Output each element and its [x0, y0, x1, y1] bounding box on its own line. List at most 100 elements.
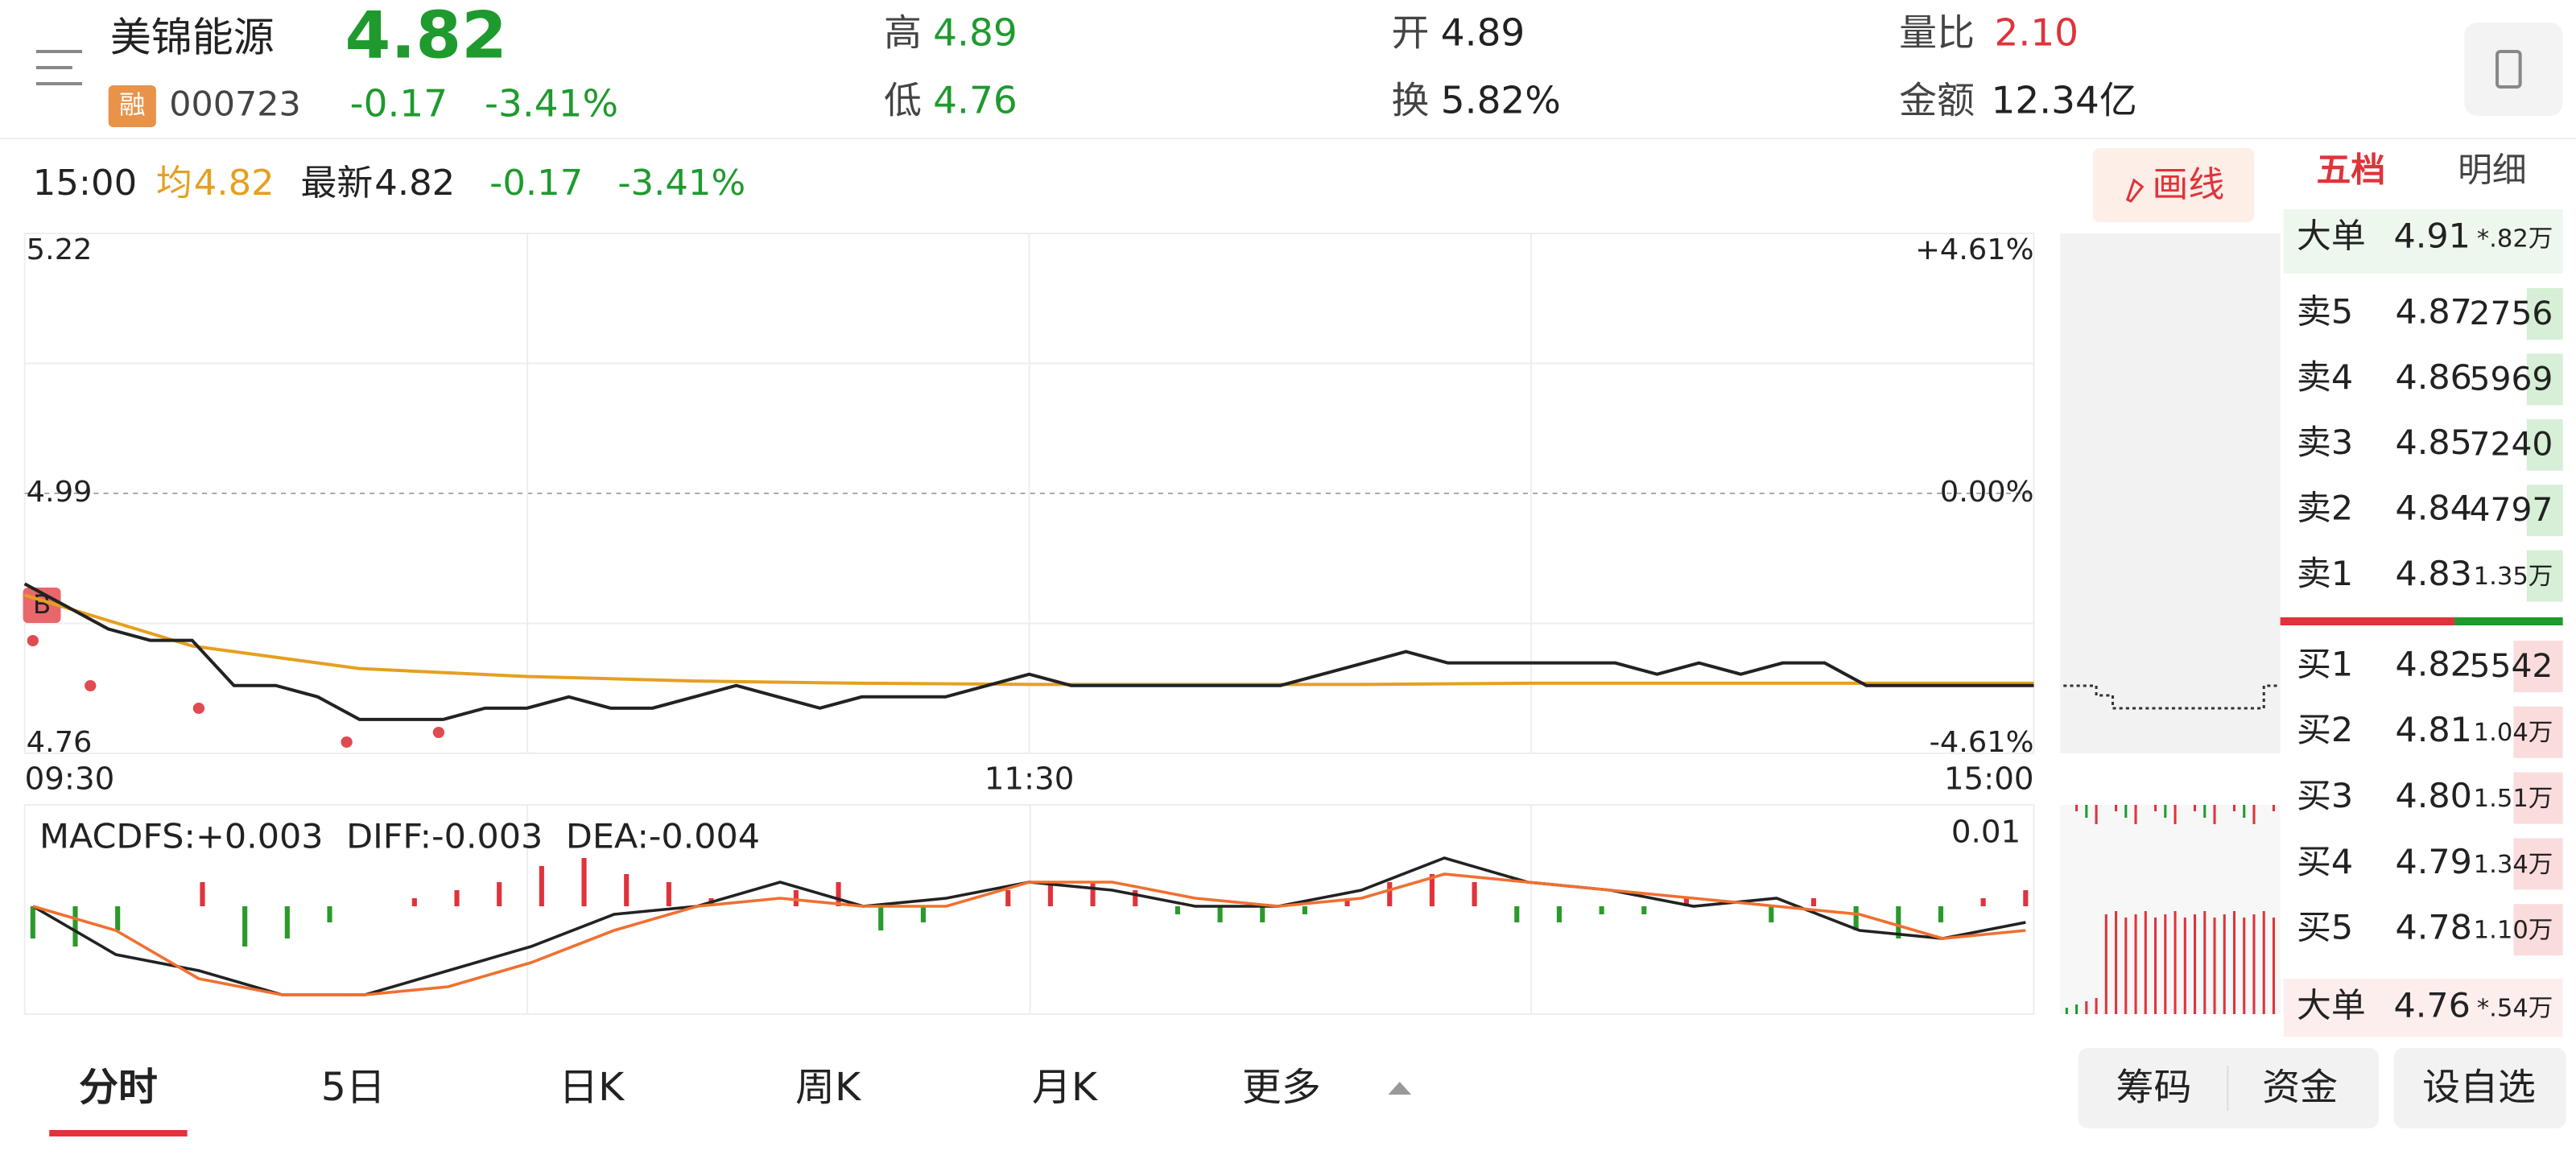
- order-volume: 4797: [2470, 490, 2553, 529]
- nav-button[interactable]: 设自选: [2422, 1066, 2536, 1108]
- nav-underline: [49, 1130, 188, 1136]
- y-tick-label: 4.76: [27, 724, 93, 759]
- order-label: 卖5: [2297, 293, 2353, 332]
- more-arrow[interactable]: [1388, 1082, 1412, 1095]
- series-line: [23, 582, 2034, 721]
- side-line: [2063, 684, 2281, 710]
- legend-entry: DEA:-0.004: [566, 818, 760, 857]
- volume-ratio-label: 量比: [1899, 11, 1975, 54]
- price: 4.82: [345, 0, 507, 74]
- ask-volume-bar: [2526, 288, 2563, 340]
- latest: 4.82: [374, 163, 455, 203]
- order-label: 卖1: [2297, 555, 2353, 594]
- order-label: 卖4: [2297, 358, 2353, 398]
- stock-name: 美锦能源: [110, 14, 275, 60]
- ask-volume-bar: [2526, 419, 2563, 471]
- side-panel: [2060, 233, 2281, 753]
- macd-line: [32, 872, 2026, 996]
- nav-tab[interactable]: 分时: [79, 1065, 158, 1109]
- y2-tick-label: 0.00%: [1940, 474, 2034, 509]
- order-price: 4.86: [2396, 358, 2472, 398]
- trade-dot: [192, 703, 205, 714]
- open: 4.89: [1441, 11, 1525, 54]
- order-label: 大单: [2297, 217, 2366, 257]
- nav-tab[interactable]: 5日: [321, 1065, 386, 1109]
- tab[interactable]: 明细: [2458, 151, 2527, 191]
- volume-ratio: 2.10: [1995, 11, 2079, 54]
- x-tick-label: 09:30: [25, 761, 115, 798]
- badge: 融: [119, 89, 146, 120]
- order-price: 4.91: [2393, 217, 2470, 257]
- nav-tab[interactable]: 周K: [795, 1065, 861, 1109]
- turnover: 5.82%: [1441, 79, 1561, 122]
- change-pct: -3.41%: [485, 82, 618, 125]
- menu-icon[interactable]: [35, 50, 83, 85]
- order-label: 买5: [2297, 909, 2353, 948]
- status-change: -0.17: [489, 163, 583, 203]
- ask-volume-bar: [2526, 485, 2563, 537]
- trade-dot: [85, 680, 97, 691]
- amount: 12.34亿: [1991, 79, 2136, 122]
- order-label: 买4: [2297, 843, 2353, 882]
- low: 4.76: [933, 79, 1018, 122]
- y-tick-label: 4.99: [27, 474, 93, 509]
- order-price: 4.84: [2396, 489, 2472, 529]
- bid-volume-bar: [2513, 641, 2563, 692]
- y2-tick-label: -4.61%: [1930, 724, 2034, 759]
- tab[interactable]: 五档: [2317, 151, 2386, 191]
- nav-button[interactable]: 资金: [2262, 1066, 2338, 1108]
- tab-bg: [2280, 142, 2424, 206]
- order-volume: 1.04万: [2474, 719, 2553, 747]
- order-volume: 1.34万: [2474, 851, 2553, 879]
- y2-tick-label: +4.61%: [1915, 232, 2033, 266]
- draw-button[interactable]: 画线: [2152, 164, 2224, 204]
- big-buy-bg: [2283, 979, 2563, 1037]
- status-time: 15:00: [33, 163, 137, 203]
- x-tick-label: 11:30: [985, 761, 1075, 798]
- order-price: 4.82: [2396, 645, 2472, 685]
- y-tick-label: 5.22: [27, 232, 93, 266]
- big-sell-bg: [2283, 209, 2563, 274]
- draw-button-bg[interactable]: [2093, 148, 2254, 222]
- latest-label: 最新: [300, 163, 373, 203]
- avg-label: 均: [156, 163, 192, 203]
- device-icon: [2496, 50, 2522, 89]
- stock-code: 000723: [169, 85, 301, 125]
- high-label: 高: [884, 11, 922, 54]
- order-label: 大单: [2297, 987, 2366, 1026]
- nav-tab[interactable]: 月K: [1032, 1065, 1098, 1109]
- low-label: 低: [884, 79, 922, 122]
- order-price: 4.78: [2396, 909, 2472, 948]
- order-volume: *.82万: [2477, 225, 2553, 254]
- nav-button[interactable]: 筹码: [2116, 1066, 2192, 1108]
- macd-tick-label: 0.01: [1951, 815, 2021, 851]
- bid-volume-bar: [2513, 904, 2563, 956]
- device-button[interactable]: [2464, 23, 2563, 116]
- x-tick-label: 15:00: [1944, 761, 2034, 798]
- order-price: 4.85: [2396, 424, 2472, 464]
- order-volume: 1.35万: [2474, 563, 2553, 591]
- side-volume-panel: [2060, 805, 2281, 1014]
- order-volume: *.54万: [2477, 995, 2553, 1023]
- pen-icon: [2125, 178, 2145, 203]
- ask-volume-bar: [2526, 550, 2563, 602]
- order-price: 4.87: [2396, 293, 2472, 332]
- order-label: 买3: [2297, 777, 2353, 816]
- order-price: 4.79: [2396, 843, 2472, 882]
- order-price: 4.83: [2396, 555, 2472, 594]
- nav-tab[interactable]: 更多: [1242, 1065, 1321, 1109]
- order-volume: 2756: [2470, 294, 2553, 332]
- ask-volume-bar: [2526, 353, 2563, 406]
- order-label: 买2: [2297, 711, 2353, 751]
- order-price: 4.80: [2396, 777, 2472, 816]
- nav-tab[interactable]: 日K: [559, 1065, 625, 1109]
- avg: 4.82: [194, 163, 275, 203]
- open-label: 开: [1392, 11, 1430, 54]
- change: -0.17: [350, 82, 448, 125]
- badge-bg: [108, 85, 156, 127]
- side-bars: [2065, 805, 2276, 1014]
- legend-entry: DIFF:-0.003: [346, 818, 543, 857]
- trade-dot: [432, 727, 445, 738]
